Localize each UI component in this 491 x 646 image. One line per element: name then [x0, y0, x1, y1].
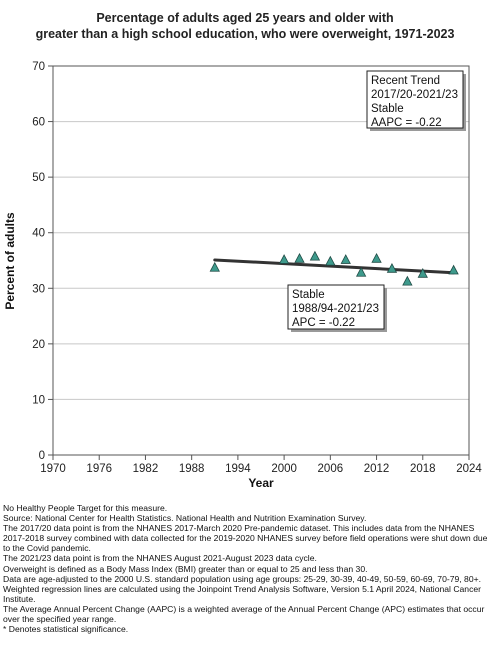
data-point-marker — [309, 250, 321, 261]
chart-title-line-2: greater than a high school education, wh… — [36, 27, 455, 41]
x-tick-label: 1982 — [133, 463, 159, 475]
trend-line — [213, 258, 456, 275]
footnote: Data are age-adjusted to the 2000 U.S. s… — [3, 573, 482, 584]
footnote: Weighted regression lines are calculated… — [3, 583, 482, 604]
chart-title: Percentage of adults aged 25 years and o… — [36, 11, 455, 41]
data-point-marker — [325, 255, 336, 266]
annotation-recent-line-4: AAPC = -0.22 — [371, 117, 442, 129]
data-point-marker — [340, 254, 351, 264]
y-tick-label: 20 — [32, 339, 45, 351]
annotation-overall-trend: Stable 1988/94-2021/23 APC = -0.22 — [287, 284, 387, 332]
footnote: * Denotes statistical significance. — [3, 624, 129, 635]
footnote: The Average Annual Percent Change (AAPC)… — [3, 603, 485, 625]
data-point-marker — [386, 262, 398, 273]
y-tick-label: 30 — [32, 283, 45, 295]
annotation-recent-line-2: 2017/20-2021/23 — [371, 89, 458, 101]
data-point-marker — [294, 252, 305, 263]
x-tick-label: 1988 — [179, 463, 205, 475]
annotation-overall-line-3: APC = -0.22 — [292, 317, 355, 329]
chart-title-line-1: Percentage of adults aged 25 years and o… — [96, 11, 393, 25]
data-point-marker — [355, 266, 367, 277]
x-tick-label: 1976 — [86, 463, 112, 475]
data-points — [209, 250, 459, 286]
y-axis-ticks: 0 10 20 30 40 50 60 70 — [32, 61, 53, 462]
annotation-overall-line-2: 1988/94-2021/23 — [292, 303, 379, 315]
footnote: Overweight is defined as a Body Mass Ind… — [3, 563, 368, 574]
data-point-marker — [448, 264, 459, 275]
annotation-recent-box — [366, 70, 464, 129]
data-point-marker — [209, 261, 220, 272]
y-tick-label: 50 — [32, 172, 45, 184]
y-tick-label: 10 — [32, 394, 45, 406]
x-tick-label: 1994 — [225, 463, 251, 475]
annotation-recent-line-1: Recent Trend — [371, 75, 440, 87]
footnote: No Healthy People Target for this measur… — [3, 503, 168, 513]
x-tick-label: 2024 — [456, 463, 482, 475]
footnotes: No Healthy People Target for this measur… — [3, 503, 489, 634]
data-point-marker — [278, 254, 290, 264]
x-tick-label: 2018 — [410, 463, 436, 475]
x-axis-ticks: 1970 1976 1982 1988 1994 2000 2006 2012 2018 2024 — [40, 455, 482, 475]
footnote: Source: National Center for Health Stati… — [3, 513, 367, 524]
x-tick-label: 2006 — [318, 463, 344, 475]
trend-line-layer — [213, 258, 456, 275]
y-tick-label: 60 — [32, 117, 45, 129]
x-tick-label: 2000 — [271, 463, 297, 475]
footnote: The 2017/20 data point is from the NHANE… — [3, 523, 488, 554]
x-axis-title: Year — [248, 476, 274, 490]
y-tick-label: 70 — [32, 61, 45, 73]
x-tick-label: 2012 — [364, 463, 390, 475]
chart: Percentage of adults aged 25 years and o… — [3, 11, 482, 490]
data-point-marker — [402, 275, 413, 286]
footnote: The 2021/23 data point is from the NHANE… — [3, 553, 317, 564]
annotation-recent-line-3: Stable — [371, 103, 404, 115]
gridlines — [53, 121, 469, 400]
x-tick-label: 1970 — [40, 463, 66, 475]
plot-area — [52, 65, 470, 456]
data-point-marker — [371, 252, 382, 263]
y-tick-label: 40 — [32, 228, 45, 240]
data-point-marker — [417, 267, 428, 278]
y-tick-label: 0 — [39, 450, 45, 462]
y-axis-title: Percent of adults — [3, 212, 17, 310]
annotation-recent-trend: Recent Trend 2017/20-2021/23 Stable AAPC… — [366, 70, 466, 131]
annotation-overall-box — [287, 284, 385, 330]
annotation-overall-line-1: Stable — [292, 289, 325, 301]
